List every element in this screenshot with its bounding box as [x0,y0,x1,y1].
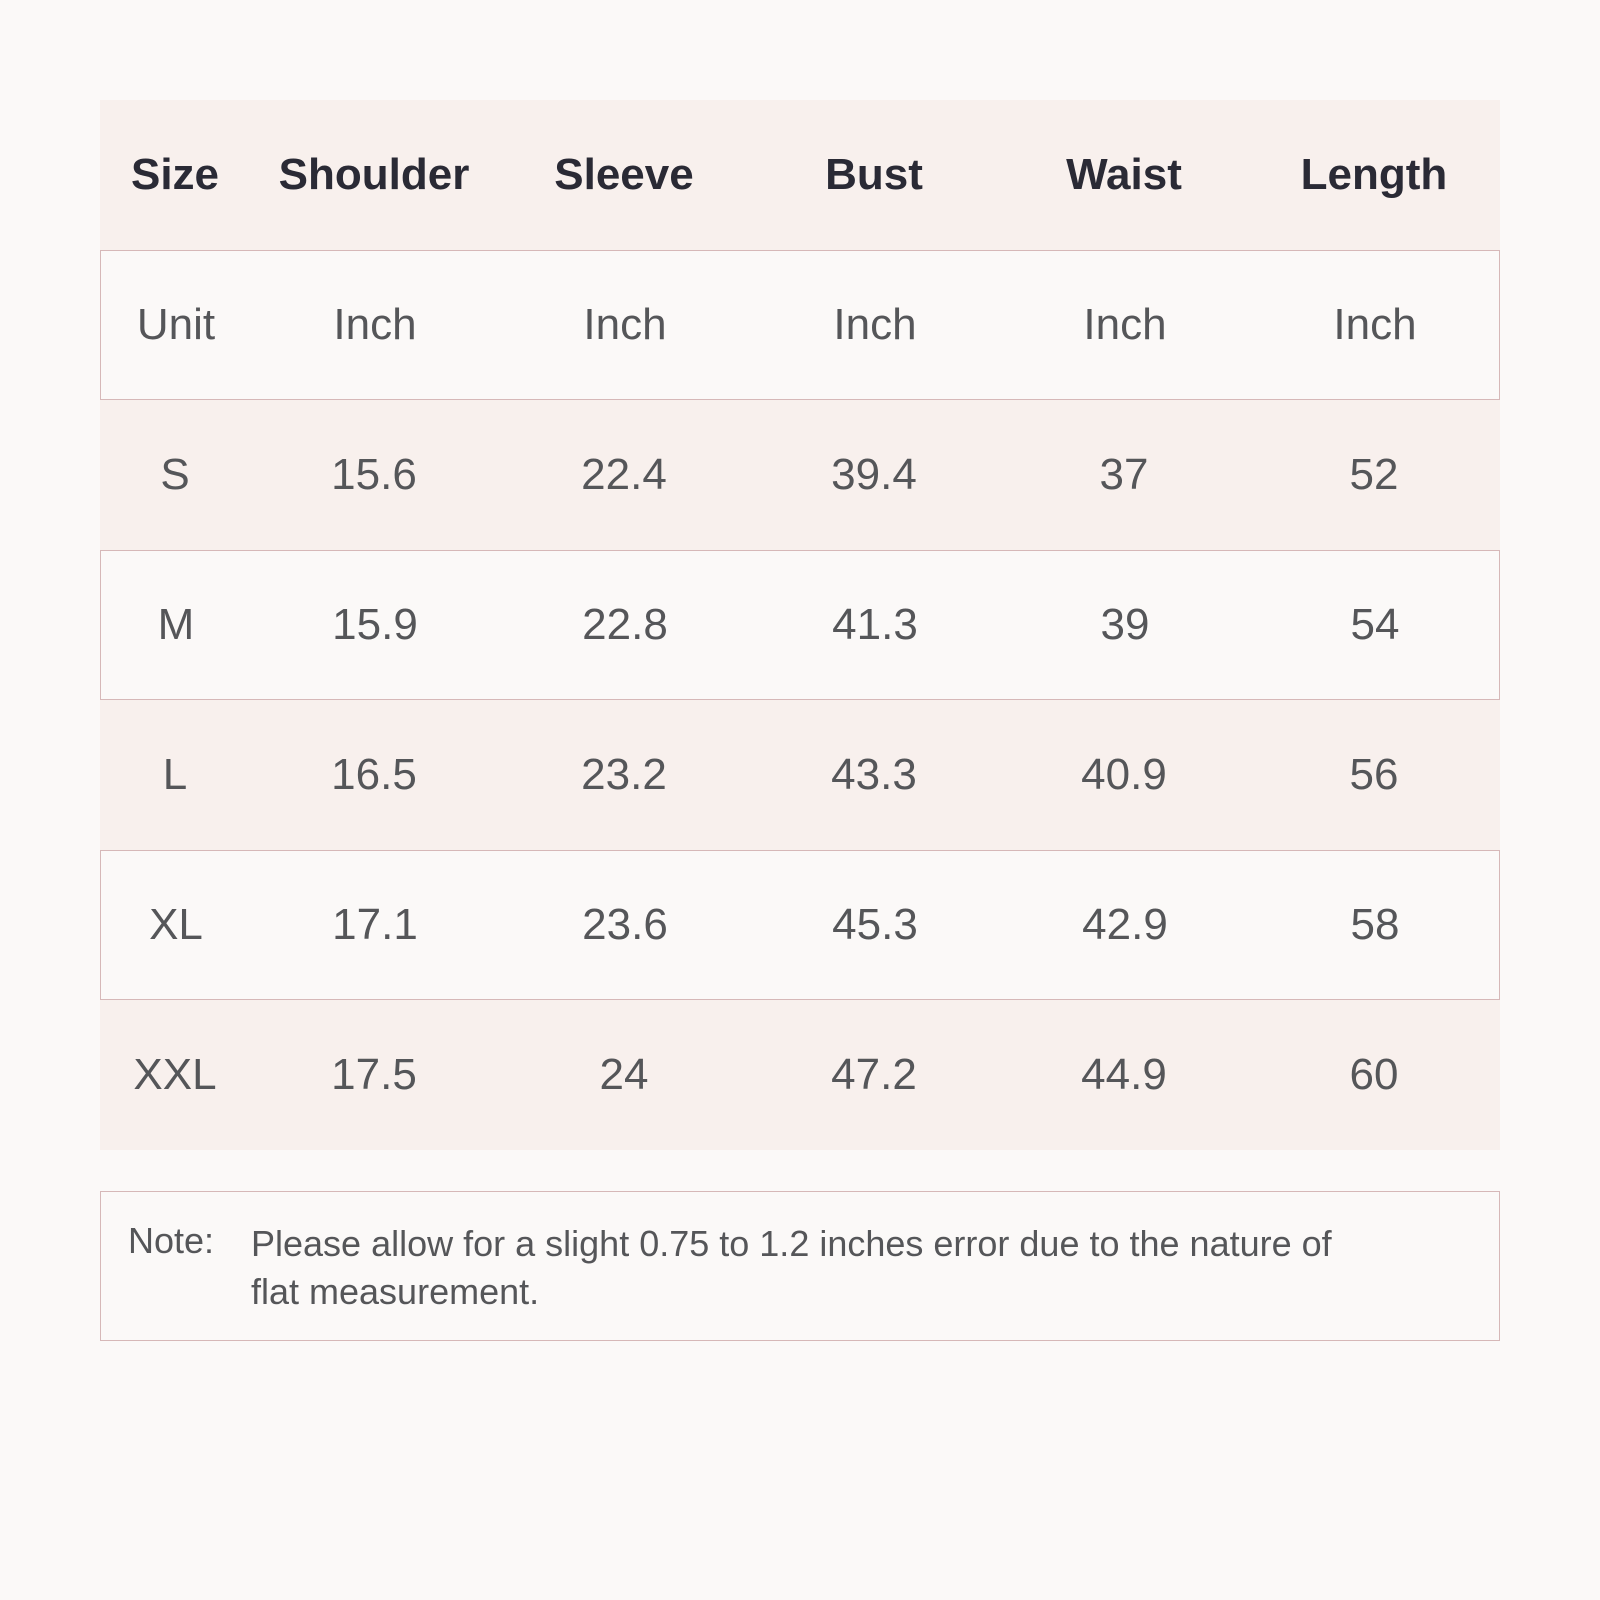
table-row: Unit Inch Inch Inch Inch Inch [100,250,1500,400]
table-cell: 15.9 [332,600,418,649]
table-cell: 58 [1350,900,1400,949]
table-cell: L [162,750,188,799]
table-cell: 60 [1349,1050,1399,1099]
table-row: L 16.5 23.2 43.3 40.9 56 [100,700,1500,850]
table-cell: Inch [1333,300,1417,349]
table-cell: 23.6 [582,900,668,949]
table-cell: 41.3 [832,600,918,649]
table-cell: 42.9 [1082,900,1168,949]
table-cell: 40.9 [1081,750,1167,799]
table-cell: Inch [833,300,917,349]
header-cell: Shoulder [278,150,470,199]
table-cell: 22.8 [582,600,668,649]
table-cell: Inch [333,300,417,349]
table-cell: 24 [599,1050,649,1099]
table-cell: 37 [1099,450,1149,499]
table-cell: Inch [1083,300,1167,349]
table-cell: 23.2 [581,750,667,799]
table-cell: 22.4 [581,450,667,499]
table-cell: 47.2 [831,1050,917,1099]
table-row: XXL 17.5 24 47.2 44.9 60 [100,1000,1500,1150]
table-cell: 44.9 [1081,1050,1167,1099]
table-cell: 45.3 [832,900,918,949]
table-cell: 52 [1349,450,1399,499]
table-cell: Unit [136,300,216,349]
table-cell: 54 [1350,600,1400,649]
table-row: M 15.9 22.8 41.3 39 54 [100,550,1500,700]
note-box: Note: Please allow for a slight 0.75 to … [100,1191,1500,1341]
table-cell: 39 [1100,600,1150,649]
header-cell: Length [1300,150,1448,199]
table-cell: 56 [1349,750,1399,799]
header-cell: Bust [825,150,923,199]
table-cell: 15.6 [331,450,417,499]
table-row: XL 17.1 23.6 45.3 42.9 58 [100,850,1500,1000]
table-cell: XL [149,900,203,949]
header-cell: Size [130,150,220,199]
table-cell: S [160,450,190,499]
note-text: Please allow for a slight 0.75 to 1.2 in… [251,1223,1332,1312]
table-cell: Inch [583,300,667,349]
table-row: S 15.6 22.4 39.4 37 52 [100,400,1500,550]
table-cell: 17.1 [332,900,418,949]
header-cell: Sleeve [554,150,694,199]
table-cell: 16.5 [331,750,417,799]
table-cell: 17.5 [331,1050,417,1099]
table-cell: 39.4 [831,450,917,499]
table-cell: 43.3 [831,750,917,799]
note-label: Note: [128,1220,215,1261]
table-cell: XXL [133,1050,217,1099]
header-cell: Waist [1066,150,1182,199]
header-row: Size Shoulder Sleeve Bust Waist Length [100,100,1500,250]
table-cell: M [157,600,195,649]
